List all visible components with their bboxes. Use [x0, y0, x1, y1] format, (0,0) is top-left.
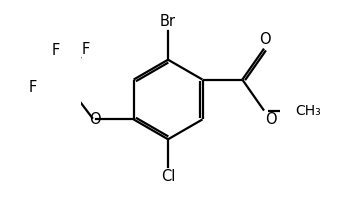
Text: F: F — [51, 43, 59, 58]
Text: Cl: Cl — [161, 169, 175, 184]
Text: O: O — [265, 112, 276, 127]
Text: F: F — [81, 42, 90, 57]
Text: Br: Br — [160, 14, 176, 29]
Text: CH₃: CH₃ — [295, 103, 321, 118]
Text: O: O — [89, 112, 100, 127]
Text: O: O — [259, 32, 271, 47]
Text: F: F — [28, 80, 37, 95]
